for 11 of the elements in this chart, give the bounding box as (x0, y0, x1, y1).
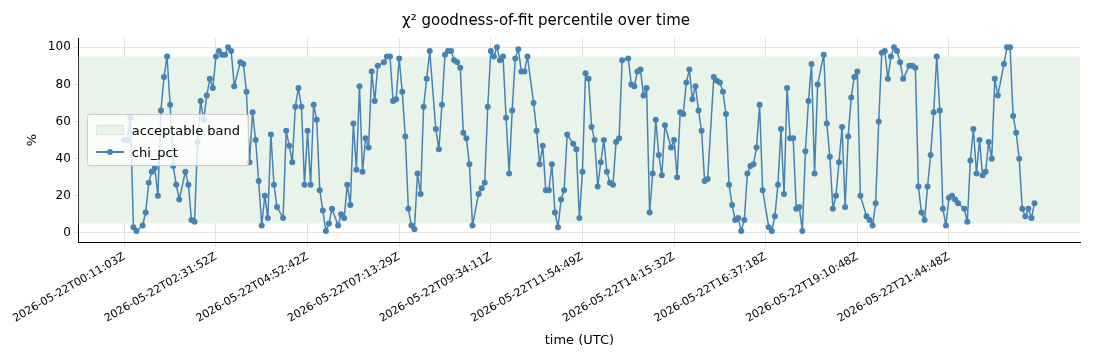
y-tick-label: 40 (55, 150, 71, 165)
y-tick-label: 80 (55, 76, 71, 91)
chart-title: χ² goodness-of-fit percentile over time (402, 10, 690, 29)
x-axis-title: time (UTC) (544, 331, 615, 347)
y-tick-label: 20 (55, 187, 71, 202)
band-label: acceptable band (131, 122, 241, 138)
y-tick-label: 60 (55, 113, 71, 128)
y-tick-label: 0 (63, 225, 71, 240)
y-tick-label: 100 (47, 39, 71, 54)
y-axis-title: % (24, 133, 40, 147)
legend-label: chi_pct (131, 144, 178, 160)
